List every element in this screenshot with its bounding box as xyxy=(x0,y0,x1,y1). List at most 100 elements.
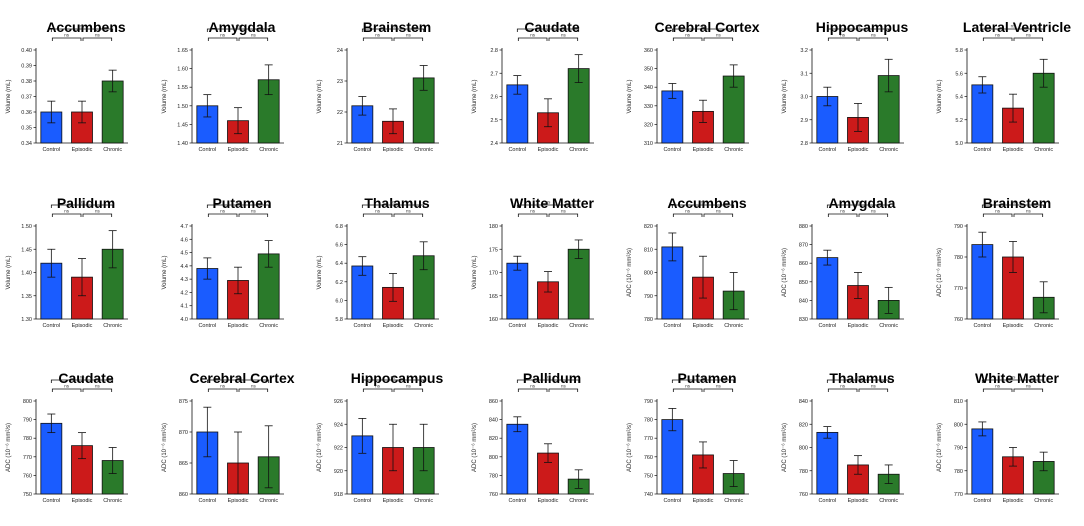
x-tick-label: Control xyxy=(818,147,836,153)
error-bar xyxy=(574,54,583,83)
significance-label: ns xyxy=(685,33,691,38)
x-tick-label: Episodic xyxy=(693,323,714,329)
significance-label: ns xyxy=(530,209,536,214)
y-tick-label: 3.1 xyxy=(800,71,808,77)
significance-label: ns xyxy=(95,33,101,38)
x-tick-label: Episodic xyxy=(72,147,93,153)
chart-panel-6: Lateral Ventricle 5.0 5.2 5.4 5.6 5.8 Volume (… xyxy=(931,0,1084,175)
error-bar xyxy=(1039,451,1048,472)
y-tick-label: 5.8 xyxy=(335,317,343,323)
error-bar xyxy=(47,100,56,124)
y-tick-label: 1.30 xyxy=(21,317,32,323)
chart-svg: Cerebral Cortex 310 320 330 340 350 360 Volume … xyxy=(627,19,760,153)
y-tick-label: 6.4 xyxy=(335,261,343,267)
significance-label: ns xyxy=(561,384,567,389)
significance-label: ns xyxy=(1011,200,1017,205)
significance-label: ns xyxy=(546,375,552,380)
y-tick-label: 800 xyxy=(489,455,498,461)
y-tick-label: 2.8 xyxy=(490,48,498,54)
y-tick-label: 760 xyxy=(799,492,808,498)
significance-label: ns xyxy=(1011,375,1017,380)
y-tick-label: 1.55 xyxy=(177,85,188,91)
y-axis-label: Volume (mL) xyxy=(317,79,323,113)
x-tick-label: Episodic xyxy=(538,147,559,153)
y-tick-label: 0.40 xyxy=(21,48,32,54)
error-bar xyxy=(1009,241,1017,273)
significance-label: ns xyxy=(530,384,536,389)
y-tick-label: 4.4 xyxy=(180,264,188,270)
y-tick-label: 2.9 xyxy=(800,118,808,124)
error-bar xyxy=(884,464,893,484)
y-tick-label: 810 xyxy=(644,247,653,253)
bar-control xyxy=(971,84,994,144)
y-tick-label: 780 xyxy=(644,418,653,424)
y-axis-label: ADC (10⁻⁶ mm²/s) xyxy=(471,423,478,472)
chart-panel-16: Hippocampus 918 920 922 924 926 ADC (10⁻⁶ mm²/… xyxy=(311,351,465,526)
significance-bracket: ns xyxy=(982,33,1013,41)
y-axis-label: Volume (mL) xyxy=(6,79,12,113)
y-tick-label: 330 xyxy=(644,104,653,110)
error-bar xyxy=(574,469,583,489)
chart-svg: Accumbens 780 790 800 810 820 ADC (10⁻⁶ mm²/s)… xyxy=(626,195,749,329)
y-tick-label: 170 xyxy=(489,271,498,277)
error-bar xyxy=(419,65,428,91)
chart-panel-18: Putamen 740 750 760 770 780 790 ADC (10⁻⁶ mm²/s… xyxy=(621,351,775,526)
chart-svg: Putamen 4.0 4.1 4.2 4.3 4.4 4.5 4.6 4.7 Volume (m… xyxy=(162,195,284,329)
y-tick-label: 2.6 xyxy=(490,95,498,101)
x-tick-label: Chronic xyxy=(259,498,278,504)
error-bar xyxy=(823,86,832,107)
chart-title: Accumbens xyxy=(667,195,747,211)
x-tick-label: Chronic xyxy=(414,147,433,153)
y-tick-label: 860 xyxy=(489,399,498,405)
error-bar xyxy=(978,76,987,94)
y-tick-label: 800 xyxy=(799,446,808,452)
significance-label: ns xyxy=(561,33,567,38)
chart-panel-5: Hippocampus 2.8 2.9 3.0 3.1 3.2 Volume (mL) Con… xyxy=(776,0,930,175)
bar-control xyxy=(506,262,529,320)
chart-panel-8: Putamen 4.0 4.1 4.2 4.3 4.4 4.5 4.6 4.7 Volume (m… xyxy=(156,176,310,351)
y-tick-label: 770 xyxy=(23,455,32,461)
significance-bracket: ns xyxy=(238,384,269,392)
chart-svg: White Matter 160 165 170 175 180 Volume (mL) Co… xyxy=(472,195,595,329)
y-tick-label: 0.37 xyxy=(21,95,32,101)
significance-bracket: ns xyxy=(703,33,734,41)
significance-label: ns xyxy=(406,33,412,38)
x-tick-label: Chronic xyxy=(1034,498,1053,504)
y-axis-label: Volume (mL) xyxy=(627,79,633,113)
x-tick-label: Control xyxy=(42,323,60,329)
error-bar xyxy=(234,431,242,495)
y-tick-label: 1.45 xyxy=(21,247,32,253)
significance-bracket: ns xyxy=(516,200,580,208)
error-bar xyxy=(234,107,242,135)
y-tick-label: 4.3 xyxy=(180,277,188,283)
x-tick-label: Chronic xyxy=(724,498,743,504)
y-tick-label: 1.60 xyxy=(177,67,188,73)
y-tick-label: 21 xyxy=(337,141,343,147)
significance-bracket: ns xyxy=(50,24,114,32)
x-tick-label: Chronic xyxy=(569,498,588,504)
y-tick-label: 1.65 xyxy=(177,48,188,54)
error-bar xyxy=(47,413,56,434)
y-tick-label: 780 xyxy=(954,469,963,475)
significance-label: ns xyxy=(95,384,101,389)
error-bar xyxy=(264,64,273,96)
y-tick-label: 2.7 xyxy=(490,71,498,77)
significance-label: ns xyxy=(871,33,877,38)
chart-title: Putamen xyxy=(677,370,736,386)
y-tick-label: 4.1 xyxy=(180,304,188,310)
x-tick-label: Control xyxy=(353,147,371,153)
chart-title: Hippocampus xyxy=(816,19,909,35)
x-tick-label: Chronic xyxy=(724,147,743,153)
significance-bracket: ns xyxy=(206,24,270,32)
x-tick-label: Episodic xyxy=(228,147,249,153)
x-tick-label: Control xyxy=(353,498,371,504)
y-tick-label: 770 xyxy=(644,436,653,442)
chart-panel-10: White Matter 160 165 170 175 180 Volume (mL) Co… xyxy=(466,176,620,351)
x-tick-label: Control xyxy=(973,323,991,329)
significance-label: ns xyxy=(220,384,226,389)
significance-label: ns xyxy=(716,384,722,389)
y-tick-label: 23 xyxy=(337,79,343,85)
significance-bracket: ns xyxy=(672,209,703,217)
significance-label: ns xyxy=(251,33,257,38)
x-tick-label: Control xyxy=(663,147,681,153)
